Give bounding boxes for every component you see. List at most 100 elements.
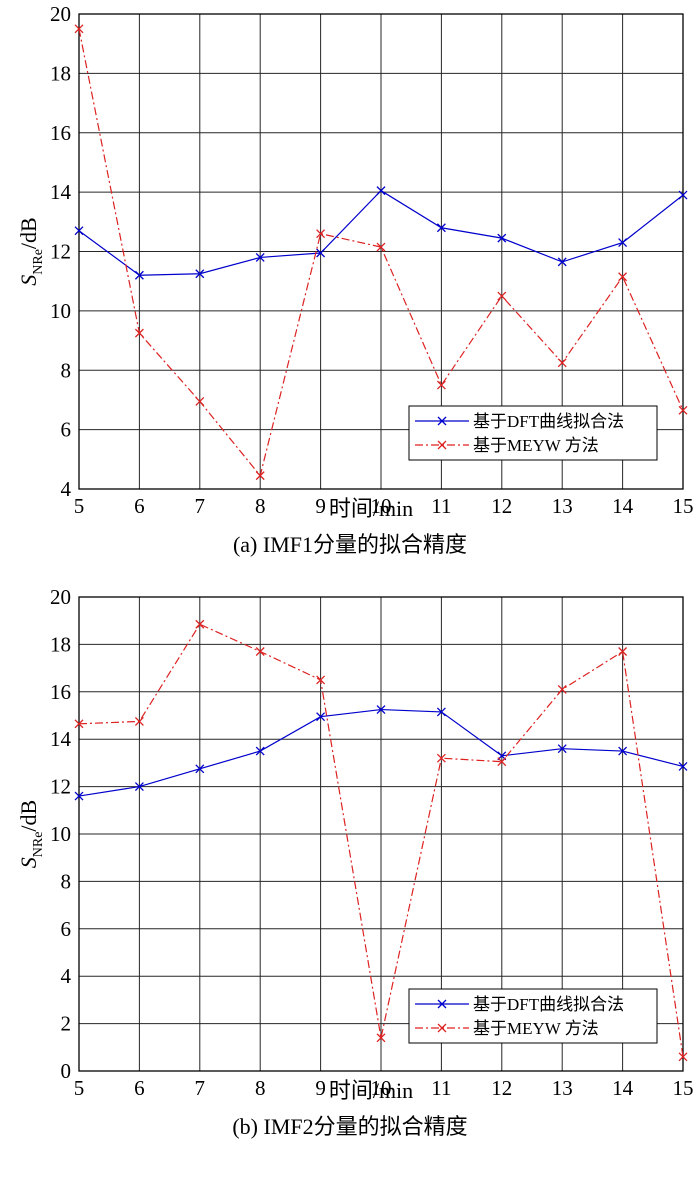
- data-point: [195, 269, 205, 279]
- x-tick-label: 5: [74, 494, 85, 518]
- x-tick-label: 6: [134, 494, 145, 518]
- y-tick-label: 6: [61, 418, 72, 442]
- y-axis-symbol: S: [16, 275, 41, 286]
- plot-frame: [78, 13, 684, 490]
- y-axis-label: SNRe/dB: [16, 217, 46, 285]
- data-point: [195, 619, 205, 629]
- legend-box: [408, 405, 658, 461]
- x-tick-label: 12: [491, 1076, 512, 1100]
- data-point: [557, 358, 567, 368]
- y-axis-unit: /dB: [16, 800, 41, 832]
- data-point: [557, 257, 567, 267]
- x-tick-label: 15: [673, 494, 694, 518]
- legend-label: 基于MEYW 方法: [473, 1019, 599, 1038]
- data-point: [618, 238, 628, 248]
- data-point: [316, 712, 326, 722]
- y-tick-label: 18: [50, 61, 71, 85]
- x-tick-label: 6: [134, 1076, 145, 1100]
- x-tick-label: 9: [315, 494, 326, 518]
- data-point: [497, 291, 507, 301]
- y-tick-label: 14: [50, 180, 72, 204]
- data-point: [134, 270, 144, 280]
- series-line-meyw: [78, 28, 684, 477]
- data-point: [678, 405, 688, 415]
- legend-marker: [437, 440, 447, 450]
- x-tick-label: 13: [552, 1076, 573, 1100]
- data-point: [255, 647, 265, 656]
- chart-caption: (b) IMF2分量的拟合精度: [232, 1114, 467, 1139]
- y-tick-label: 6: [61, 917, 72, 941]
- x-tick-label: 10: [371, 494, 392, 518]
- data-point: [678, 190, 688, 200]
- x-tick-label: 14: [612, 1076, 634, 1100]
- data-point: [255, 746, 265, 756]
- y-axis-subscript: NRe: [31, 832, 46, 858]
- y-tick-label: 10: [50, 822, 71, 846]
- x-tick-label: 12: [491, 494, 512, 518]
- data-point: [316, 229, 326, 239]
- data-point: [557, 684, 567, 694]
- x-tick-label: 14: [612, 494, 634, 518]
- data-point: [74, 791, 84, 801]
- x-tick-label: 13: [552, 494, 573, 518]
- y-tick-label: 14: [50, 727, 72, 751]
- data-point: [316, 675, 326, 685]
- data-point: [74, 719, 84, 729]
- x-tick-label: 8: [255, 494, 266, 518]
- x-tick-label: 15: [673, 1076, 694, 1100]
- data-point: [255, 252, 265, 262]
- data-point: [316, 248, 326, 258]
- chart-b: 5 6 7 8 9 10 11 12 13 14 15 0 2 4 6 8 10 12 14 16 18 20 基于DFT曲…: [16, 585, 694, 1139]
- data-point: [74, 226, 84, 236]
- data-point: [497, 757, 507, 767]
- x-tick-label: 11: [431, 494, 451, 518]
- y-tick-label: 8: [61, 869, 72, 893]
- y-tick-label: 16: [50, 121, 71, 145]
- legend-box: [408, 988, 658, 1044]
- chart-caption: (a) IMF1分量的拟合精度: [233, 532, 467, 557]
- y-tick-label: 12: [50, 775, 71, 799]
- plot-frame: [78, 596, 684, 1072]
- x-tick-label: 11: [431, 1076, 451, 1100]
- data-point: [195, 396, 205, 406]
- data-point: [74, 24, 84, 34]
- y-axis-unit: /dB: [16, 217, 41, 249]
- legend-label: 基于MEYW 方法: [473, 436, 599, 455]
- y-axis-subscript: NRe: [31, 249, 46, 275]
- legend-marker: [437, 999, 447, 1009]
- x-tick-label: 5: [74, 1076, 85, 1100]
- data-point: [436, 753, 446, 763]
- y-tick-label: 10: [50, 299, 71, 323]
- data-point: [436, 223, 446, 233]
- x-tick-label: 10: [371, 1076, 392, 1100]
- y-tick-label: 12: [50, 240, 71, 264]
- data-point: [678, 761, 688, 771]
- y-axis-label: SNRe/dB: [16, 800, 46, 868]
- data-point: [134, 716, 144, 726]
- data-point: [618, 746, 628, 756]
- data-point: [557, 744, 567, 754]
- y-tick-label: 0: [61, 1059, 72, 1083]
- x-tick-label: 7: [195, 1076, 206, 1100]
- data-point: [134, 782, 144, 792]
- data-point: [134, 328, 144, 338]
- legend-marker: [437, 1023, 447, 1033]
- y-tick-label: 20: [50, 585, 71, 609]
- y-tick-label: 20: [50, 2, 71, 26]
- data-point: [618, 272, 628, 282]
- legend-label: 基于DFT曲线拟合法: [473, 995, 624, 1014]
- data-point: [436, 380, 446, 390]
- y-axis-symbol: S: [16, 857, 41, 868]
- data-point: [436, 707, 446, 717]
- y-tick-label: 8: [61, 358, 72, 382]
- data-point: [195, 764, 205, 774]
- legend-marker: [437, 416, 447, 426]
- x-tick-label: 8: [255, 1076, 266, 1100]
- x-axis-label: 时间/min: [329, 1078, 413, 1103]
- data-point: [255, 471, 265, 481]
- x-tick-label: 7: [195, 494, 206, 518]
- y-tick-label: 4: [61, 964, 72, 988]
